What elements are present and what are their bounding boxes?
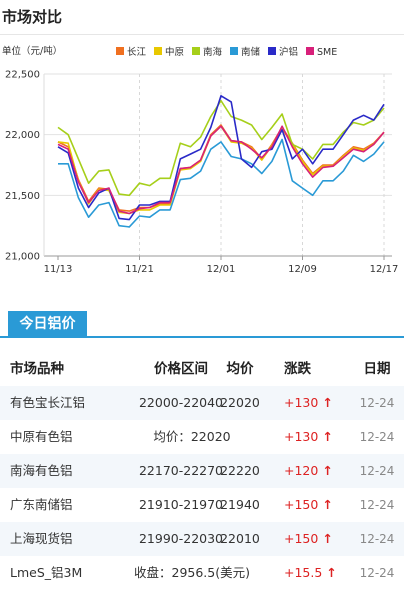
legend-label: 沪铝 bbox=[279, 46, 298, 58]
price-table-header: 市场品种 价格区间 均价 涨跌 日期 bbox=[0, 352, 404, 386]
legend-label: SME bbox=[317, 47, 337, 58]
header-market: 市场品种 bbox=[10, 361, 64, 377]
row-market-name[interactable]: 南海有色铝 bbox=[10, 463, 73, 478]
legend-swatch bbox=[306, 47, 314, 55]
x-tick-label: 12/01 bbox=[207, 264, 236, 275]
row-date: 12-24 bbox=[359, 498, 395, 512]
table-row[interactable]: 广东南储铝 21910-21970 21940 +150 ↑ 12-24 bbox=[0, 488, 404, 522]
legend-swatch bbox=[268, 47, 276, 55]
y-tick-label: 21,500 bbox=[5, 191, 40, 202]
chart-unit-label: 单位（元/吨） bbox=[2, 45, 62, 57]
change-value: +150 bbox=[284, 497, 319, 512]
row-average-price: 均价：22020 bbox=[153, 429, 231, 444]
up-arrow-icon: ↑ bbox=[322, 497, 333, 512]
x-tick-label: 11/21 bbox=[125, 264, 154, 275]
row-price-range: 22000-22040 bbox=[138, 395, 224, 410]
legend-label: 中原 bbox=[165, 46, 184, 58]
x-tick-label: 12/17 bbox=[370, 264, 399, 275]
up-arrow-icon: ↑ bbox=[322, 463, 333, 478]
row-close-price: 收盘：2956.5(美元) bbox=[134, 565, 250, 580]
table-row[interactable]: 有色宝长江铝 22000-22040 22020 +130 ↑ 12-24 bbox=[0, 386, 404, 420]
header-change: 涨跌 bbox=[284, 361, 311, 377]
row-date: 12-24 bbox=[359, 566, 395, 580]
x-tick-label: 12/09 bbox=[288, 264, 317, 275]
header-average: 均价 bbox=[226, 361, 254, 377]
series-line-SME bbox=[57, 125, 385, 215]
change-value: +15.5 bbox=[284, 565, 323, 580]
y-tick-label: 22,500 bbox=[5, 70, 40, 81]
row-date: 12-24 bbox=[359, 396, 395, 410]
series-line-长江 bbox=[57, 124, 385, 212]
y-tick-label: 21,000 bbox=[5, 252, 40, 263]
row-date: 12-24 bbox=[359, 532, 395, 546]
tab-underline bbox=[0, 336, 404, 338]
row-change: +130 ↑ bbox=[284, 386, 348, 420]
header-divider bbox=[0, 34, 404, 35]
row-price-range: 22170-22270 bbox=[138, 463, 224, 478]
up-arrow-icon: ↑ bbox=[322, 395, 333, 410]
row-date: 12-24 bbox=[359, 430, 395, 444]
series-line-南海 bbox=[57, 99, 385, 197]
header-range: 价格区间 bbox=[154, 361, 208, 377]
series-line-南储 bbox=[58, 138, 385, 228]
row-market-name[interactable]: 中原有色铝 bbox=[10, 429, 73, 444]
page-header: 市场对比 bbox=[0, 0, 404, 35]
legend-swatch bbox=[230, 47, 238, 55]
y-tick-label: 22,000 bbox=[5, 130, 40, 141]
tab-today-aluminum-price[interactable]: 今日铝价 bbox=[8, 311, 87, 337]
change-value: +130 bbox=[284, 429, 319, 444]
row-average-price: 22220 bbox=[220, 463, 260, 478]
row-average-price: 21940 bbox=[220, 497, 260, 512]
row-change: +130 ↑ bbox=[284, 420, 348, 454]
header-date: 日期 bbox=[363, 361, 391, 377]
page-title: 市场对比 bbox=[2, 8, 63, 26]
table-row[interactable]: 中原有色铝 均价：22020 +130 ↑ 12-24 bbox=[0, 420, 404, 454]
table-row[interactable]: 上海现货铝 21990-22030 22010 +150 ↑ 12-24 bbox=[0, 522, 404, 556]
legend-swatch bbox=[192, 47, 200, 55]
up-arrow-icon: ↑ bbox=[326, 565, 337, 580]
row-price-range: 21990-22030 bbox=[138, 531, 224, 546]
market-comparison-chart: 单位（元/吨） 长江 中原 南海 南储 沪铝 SME 21,000 21,500 22,000 22… bbox=[2, 45, 399, 275]
row-change: +150 ↑ bbox=[284, 522, 348, 556]
change-value: +150 bbox=[284, 531, 319, 546]
row-market-name[interactable]: LmeS_铝3M bbox=[10, 565, 83, 580]
row-change: +150 ↑ bbox=[284, 488, 348, 522]
today-price-section: 今日铝价 bbox=[0, 311, 404, 338]
legend-label: 南海 bbox=[203, 46, 223, 58]
row-market-name[interactable]: 上海现货铝 bbox=[10, 531, 73, 546]
table-row[interactable]: 南海有色铝 22170-22270 22220 +120 ↑ 12-24 bbox=[0, 454, 404, 488]
change-value: +120 bbox=[284, 463, 319, 478]
row-date: 12-24 bbox=[359, 464, 395, 478]
legend-label: 长江 bbox=[127, 46, 147, 58]
row-price-range: 21910-21970 bbox=[138, 497, 224, 512]
row-average-price: 22020 bbox=[220, 395, 260, 410]
up-arrow-icon: ↑ bbox=[322, 531, 333, 546]
x-tick-label: 11/13 bbox=[44, 264, 73, 275]
row-change: +120 ↑ bbox=[284, 454, 348, 488]
row-change: +15.5 ↑ bbox=[284, 556, 348, 590]
change-value: +130 bbox=[284, 395, 319, 410]
legend-swatch bbox=[154, 47, 162, 55]
table-row[interactable]: LmeS_铝3M 收盘：2956.5(美元) +15.5 ↑ 12-24 bbox=[0, 556, 404, 590]
up-arrow-icon: ↑ bbox=[322, 429, 333, 444]
row-average-price: 22010 bbox=[220, 531, 260, 546]
series-line-沪铝 bbox=[57, 94, 385, 221]
legend-swatch bbox=[116, 47, 124, 55]
legend-label: 南储 bbox=[241, 46, 261, 58]
row-market-name[interactable]: 广东南储铝 bbox=[10, 497, 73, 512]
row-market-name[interactable]: 有色宝长江铝 bbox=[10, 395, 86, 410]
